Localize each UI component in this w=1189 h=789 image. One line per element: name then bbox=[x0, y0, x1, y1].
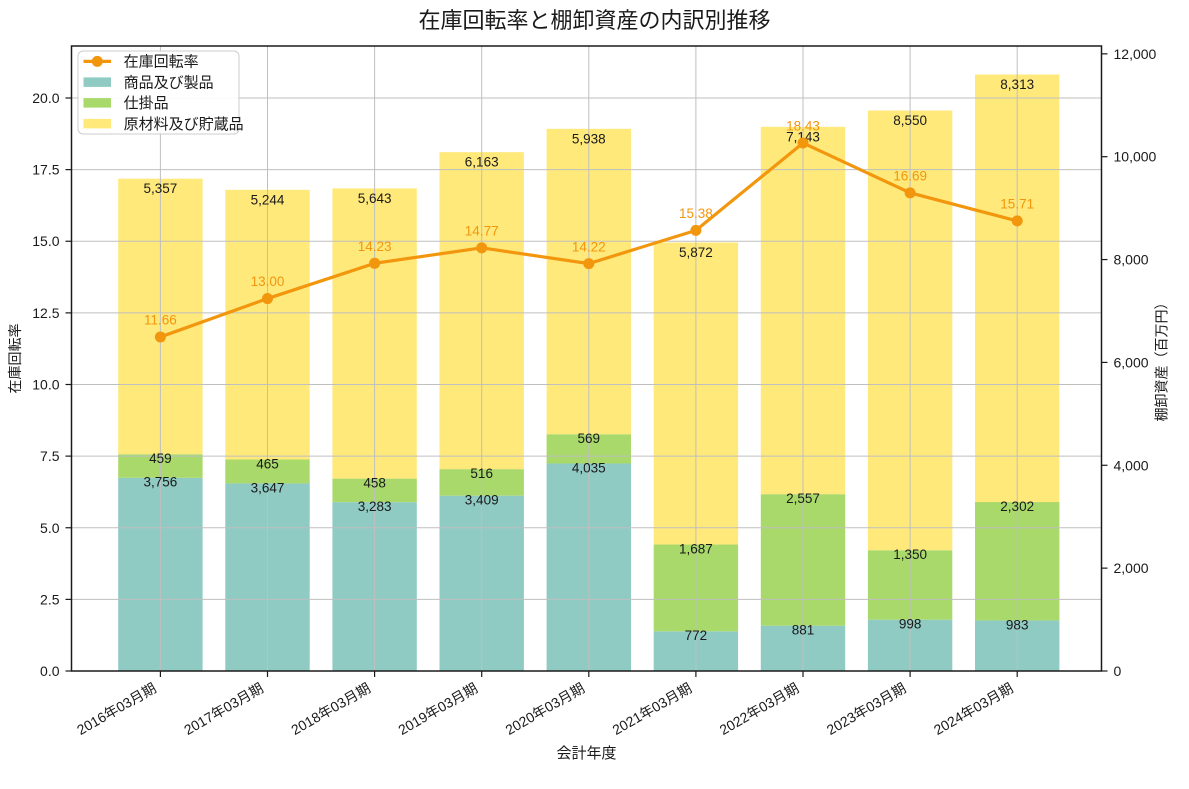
svg-text:5,938: 5,938 bbox=[572, 131, 606, 146]
svg-text:在庫回転率: 在庫回転率 bbox=[124, 54, 199, 71]
svg-text:2,557: 2,557 bbox=[786, 491, 820, 506]
svg-text:5,643: 5,643 bbox=[358, 191, 392, 206]
svg-text:3,409: 3,409 bbox=[465, 493, 499, 508]
svg-text:16.69: 16.69 bbox=[893, 169, 927, 184]
svg-text:5,357: 5,357 bbox=[144, 181, 178, 196]
svg-text:在庫回転率と棚卸資産の内訳別推移: 在庫回転率と棚卸資産の内訳別推移 bbox=[418, 8, 770, 33]
svg-text:6,163: 6,163 bbox=[465, 155, 499, 170]
svg-text:11.66: 11.66 bbox=[144, 313, 177, 328]
svg-text:8,313: 8,313 bbox=[1000, 77, 1034, 92]
svg-text:0.0: 0.0 bbox=[40, 663, 60, 679]
svg-text:仕掛品: 仕掛品 bbox=[124, 95, 169, 112]
svg-text:在庫回転率: 在庫回転率 bbox=[7, 324, 23, 394]
svg-text:4,035: 4,035 bbox=[572, 460, 606, 475]
svg-text:10.0: 10.0 bbox=[32, 377, 59, 393]
svg-text:14.77: 14.77 bbox=[465, 224, 499, 239]
svg-text:14.22: 14.22 bbox=[572, 239, 606, 254]
svg-text:商品及び製品: 商品及び製品 bbox=[124, 74, 214, 91]
svg-text:1,350: 1,350 bbox=[893, 547, 927, 562]
svg-text:10,000: 10,000 bbox=[1114, 149, 1157, 165]
svg-text:12,000: 12,000 bbox=[1114, 46, 1157, 62]
svg-text:17.5: 17.5 bbox=[32, 162, 59, 178]
svg-text:15.0: 15.0 bbox=[32, 233, 59, 249]
svg-text:8,550: 8,550 bbox=[893, 113, 927, 128]
svg-text:1,687: 1,687 bbox=[679, 541, 713, 556]
svg-text:3,756: 3,756 bbox=[144, 475, 178, 490]
svg-text:3,647: 3,647 bbox=[251, 480, 285, 495]
svg-text:516: 516 bbox=[470, 466, 493, 481]
svg-text:772: 772 bbox=[685, 628, 708, 643]
svg-text:458: 458 bbox=[363, 476, 386, 491]
svg-text:459: 459 bbox=[149, 451, 172, 466]
svg-text:原材料及び貯蔵品: 原材料及び貯蔵品 bbox=[124, 116, 244, 133]
svg-text:569: 569 bbox=[578, 431, 601, 446]
svg-text:8,000: 8,000 bbox=[1114, 252, 1149, 268]
svg-text:881: 881 bbox=[792, 623, 815, 638]
svg-text:2,000: 2,000 bbox=[1114, 560, 1149, 576]
svg-text:4,000: 4,000 bbox=[1114, 457, 1149, 473]
svg-text:14.23: 14.23 bbox=[358, 239, 392, 254]
svg-text:2,302: 2,302 bbox=[1000, 499, 1034, 514]
svg-text:18.43: 18.43 bbox=[786, 119, 820, 134]
svg-text:12.5: 12.5 bbox=[32, 305, 59, 321]
svg-text:3,283: 3,283 bbox=[358, 499, 392, 514]
svg-text:465: 465 bbox=[256, 456, 279, 471]
svg-text:5.0: 5.0 bbox=[40, 520, 60, 536]
svg-text:998: 998 bbox=[899, 617, 922, 632]
svg-text:15.38: 15.38 bbox=[679, 206, 713, 221]
svg-text:2.5: 2.5 bbox=[40, 591, 60, 607]
svg-text:5,872: 5,872 bbox=[679, 245, 713, 260]
svg-text:会計年度: 会計年度 bbox=[556, 745, 616, 762]
svg-text:棚卸資産（百万円）: 棚卸資産（百万円） bbox=[1154, 296, 1170, 422]
svg-text:7.5: 7.5 bbox=[40, 448, 60, 464]
svg-text:15.71: 15.71 bbox=[1000, 197, 1034, 212]
svg-text:0: 0 bbox=[1114, 663, 1122, 679]
svg-text:13.00: 13.00 bbox=[251, 274, 285, 289]
svg-text:983: 983 bbox=[1006, 617, 1029, 632]
svg-text:5,244: 5,244 bbox=[251, 192, 285, 207]
svg-text:6,000: 6,000 bbox=[1114, 354, 1149, 370]
svg-text:20.0: 20.0 bbox=[32, 90, 59, 106]
